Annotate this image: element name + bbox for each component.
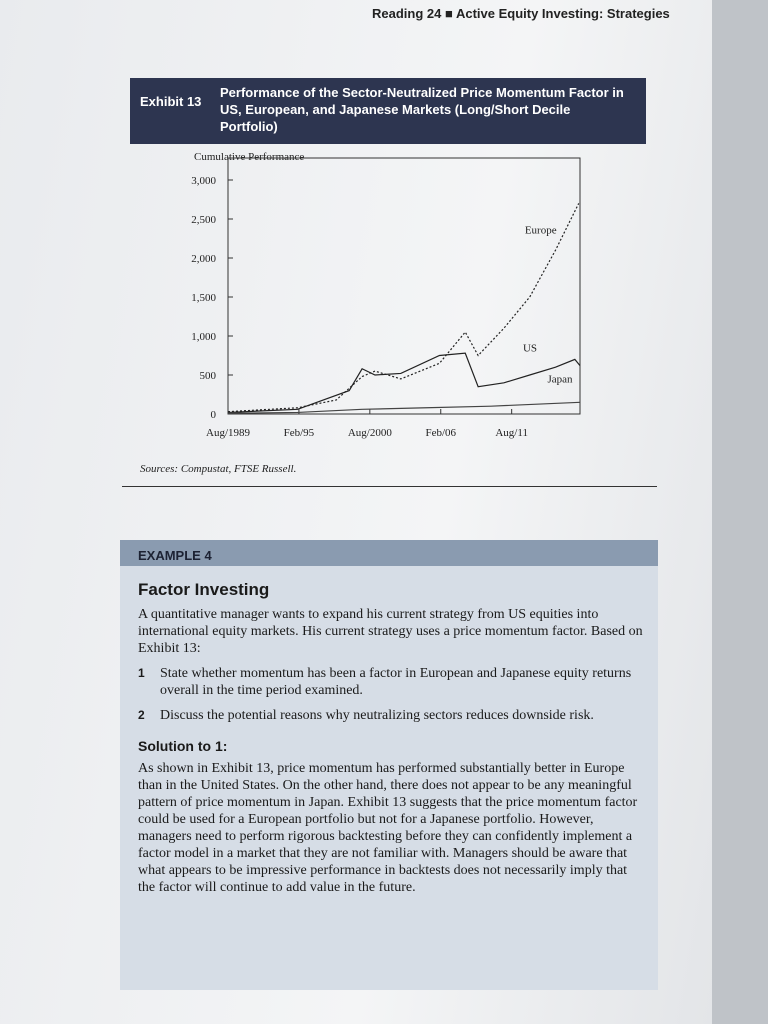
running-title: Reading 24 ■ Active Equity Investing: St… [372,6,670,21]
x-tick-label: Feb/95 [284,427,315,439]
solution: As shown in Exhibit 13, price momentum h… [138,761,638,895]
series-label: US [523,343,537,355]
y-tick-label: 3,000 [191,175,216,187]
series-label: Europe [525,224,557,236]
series-line [227,203,580,413]
x-tick-label: Aug/1989 [206,427,251,439]
y-tick-label: 2,000 [191,253,216,265]
plot-frame [227,157,581,415]
y-axis-title: Cumulative Performance [194,151,304,163]
series-line [227,352,581,414]
y-tick-label: 500 [200,370,217,382]
x-tick-label: Aug/11 [495,427,528,439]
example-label: EXAMPLE 4 [120,540,658,566]
item-text: Discuss the potential reasons why neutra… [160,708,594,723]
exhibit-bar: Exhibit 13 Performance of the Sector-Neu… [130,78,646,144]
intro: A quantitative manager wants to expand h… [138,607,643,656]
chart: Cumulative Performance 0 500 1,000 1,500 2,0… [191,151,581,439]
example-box: EXAMPLE 4 Factor Investing A quantitativ… [120,540,658,990]
x-tick-label: Feb/06 [425,427,456,439]
page: Reading 24 ■ Active Equity Investing: St… [0,0,712,1024]
y-tick-label: 1,500 [191,292,216,304]
solution-heading: Solution to 1: [138,738,228,754]
series-line [227,401,581,414]
item-number: 2 [138,708,145,722]
item-number: 1 [138,666,145,680]
item-text: State whether momentum has been a factor… [160,666,632,698]
x-tick-label: Aug/2000 [348,427,393,439]
y-tick-label: 0 [211,409,217,421]
example-heading: Factor Investing [138,580,270,599]
y-tick-label: 2,500 [191,214,216,226]
series-label: Japan [547,373,573,385]
rule [122,486,657,487]
exhibit-title: Performance of the Sector-Neutralized Pr… [220,85,624,134]
item: 1 State whether momentum has been a facto… [138,665,646,699]
item: 2 Discuss the potential reasons why neutr… [138,707,646,724]
exhibit-label: Exhibit 13 [140,94,202,109]
sources: Sources: Compustat, FTSE Russell. [140,463,297,475]
y-tick-label: 1,000 [191,331,216,343]
